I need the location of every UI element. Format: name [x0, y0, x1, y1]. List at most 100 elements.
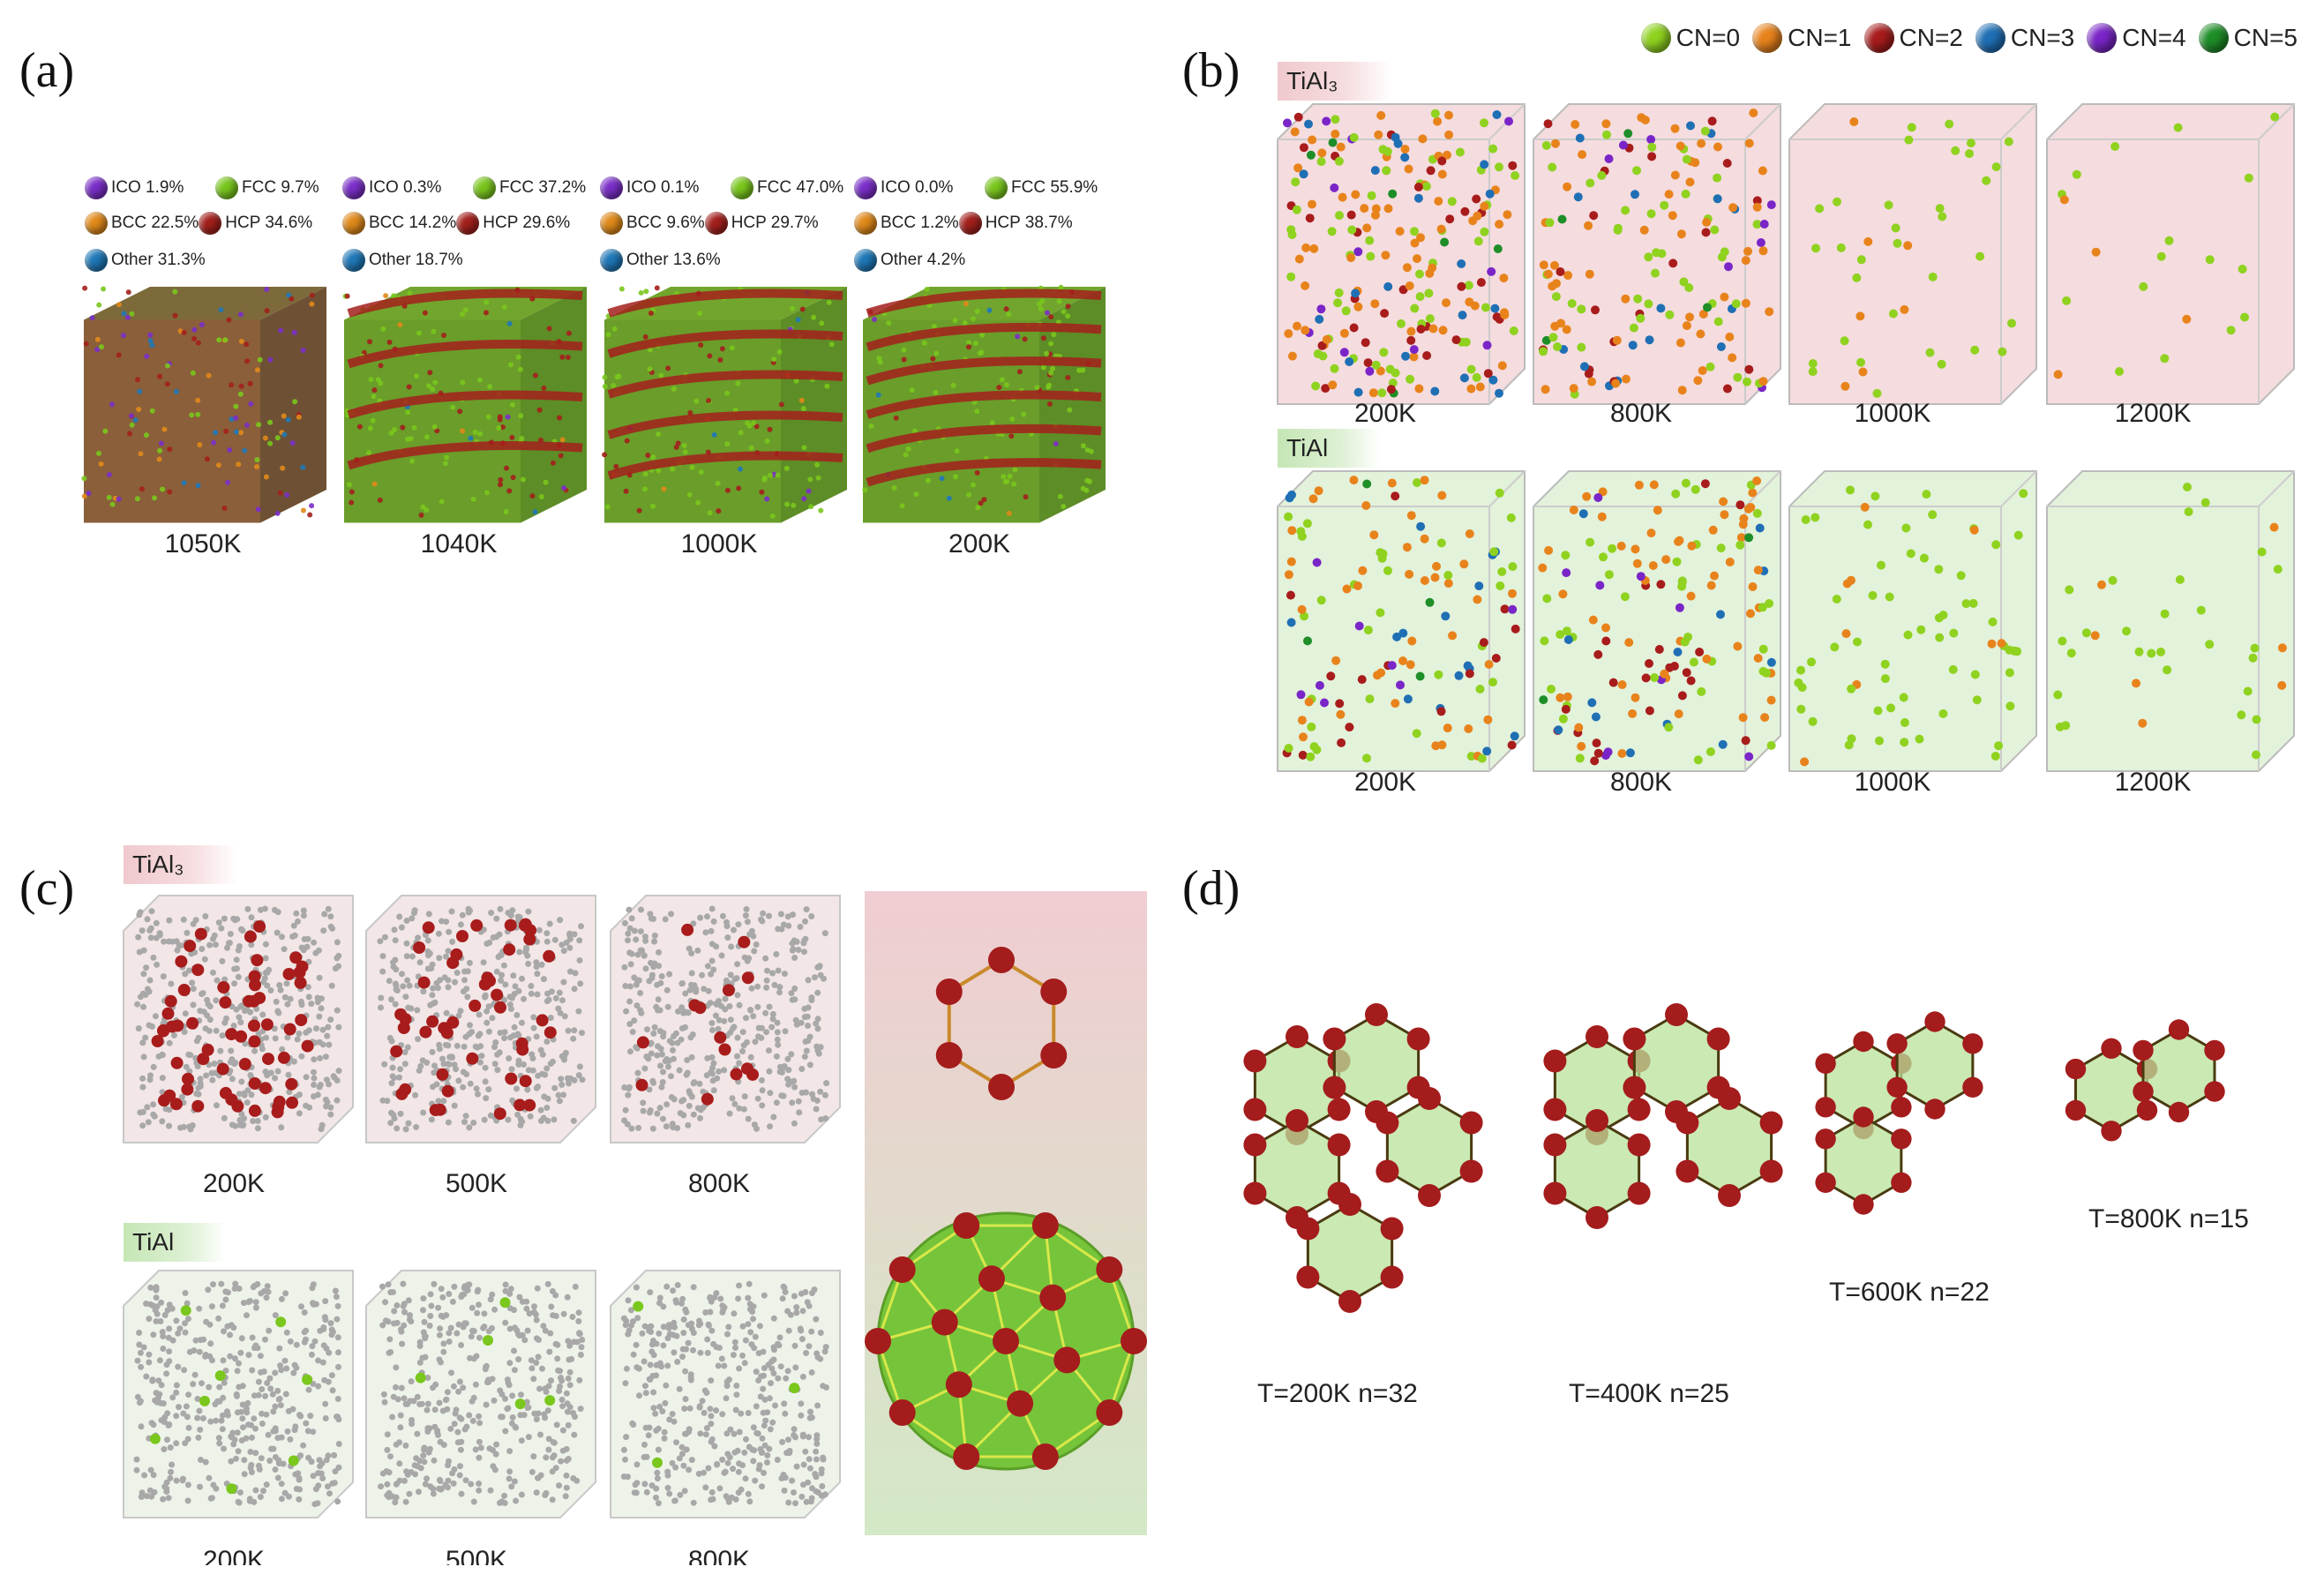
atom	[134, 496, 140, 502]
atom	[1371, 360, 1381, 370]
atom	[1508, 161, 1518, 170]
atom	[1406, 335, 1416, 345]
grey-atom	[248, 1091, 255, 1098]
grey-atom	[135, 933, 142, 941]
atom	[989, 420, 995, 426]
atom	[1365, 366, 1375, 376]
atom	[431, 424, 438, 430]
atom	[1849, 117, 1859, 126]
atom	[673, 444, 679, 450]
ring-atom	[1323, 1027, 1346, 1051]
grey-atom	[274, 1008, 281, 1015]
atom	[432, 379, 439, 386]
grey-atom	[221, 976, 229, 983]
atom	[1361, 501, 1371, 510]
box-face	[1277, 103, 1526, 405]
atom	[102, 428, 109, 434]
atom	[1671, 489, 1681, 499]
atom	[1504, 116, 1513, 126]
atom	[761, 476, 768, 483]
hcp-sphere-icon	[958, 212, 982, 235]
grey-atom	[405, 1120, 412, 1127]
atom	[264, 287, 270, 292]
cn-legend-item: CN=0	[1640, 23, 1740, 53]
atom	[1563, 182, 1572, 191]
atom	[1673, 648, 1683, 656]
atom	[1351, 289, 1361, 298]
atom	[1556, 630, 1565, 640]
atom	[1611, 379, 1621, 388]
atom	[1341, 306, 1351, 316]
atom	[642, 486, 648, 492]
atom	[254, 464, 259, 469]
temp-label: 1200K	[2114, 399, 2192, 428]
ring-atom	[2204, 1081, 2225, 1102]
box-face	[1277, 470, 1526, 772]
atom	[1796, 704, 1806, 714]
atom	[124, 314, 131, 320]
atom	[1855, 311, 1865, 321]
atom	[650, 454, 656, 461]
tag-tial3-b: TiAl₃	[1278, 62, 1391, 101]
ico-label: ICO 0.1%	[626, 178, 700, 197]
ring-atom	[1243, 1181, 1267, 1205]
atom	[255, 506, 261, 513]
atom	[1563, 692, 1572, 701]
atom	[1420, 534, 1429, 544]
atom	[2200, 498, 2210, 507]
atom	[1316, 157, 1326, 167]
atom	[2160, 354, 2170, 364]
atom	[218, 307, 224, 313]
atom	[1760, 713, 1770, 723]
atom	[1716, 342, 1726, 351]
bcc-sphere-icon	[854, 212, 877, 235]
atom	[1975, 251, 1985, 261]
atom	[1720, 510, 1729, 520]
atom	[1383, 281, 1393, 291]
atom	[89, 315, 95, 321]
atom	[1412, 729, 1421, 739]
atom	[2059, 195, 2069, 205]
grey-atom	[264, 1072, 271, 1079]
atom	[1584, 221, 1593, 230]
atom	[1800, 757, 1810, 767]
atom	[1287, 230, 1297, 239]
atom	[504, 465, 509, 471]
atom	[1483, 715, 1493, 724]
atom	[724, 390, 731, 396]
atom	[1718, 739, 1728, 749]
atom	[2237, 710, 2246, 720]
atom	[1660, 200, 1669, 210]
bcc-sphere-icon	[600, 212, 623, 235]
cn-label: CN=5	[2233, 24, 2298, 51]
atom	[1437, 491, 1447, 500]
cube-side-face	[260, 287, 326, 523]
atom	[1371, 204, 1381, 214]
atom	[1363, 626, 1373, 635]
hexagonal-ring	[1385, 1097, 1473, 1197]
atom	[1660, 669, 1669, 679]
atom	[602, 374, 608, 380]
atom	[1455, 147, 1465, 157]
atom	[238, 430, 244, 436]
atom	[2058, 636, 2067, 646]
atom	[1877, 560, 1885, 570]
atom	[1464, 281, 1473, 290]
ring-atom	[277, 1051, 290, 1064]
atom	[1743, 246, 1752, 256]
atom	[368, 377, 374, 383]
atom	[675, 440, 681, 446]
atom	[1698, 310, 1708, 319]
grey-atom	[484, 1008, 491, 1015]
atom	[216, 337, 222, 343]
atom	[1631, 190, 1639, 199]
atom	[149, 408, 155, 414]
atom	[1488, 678, 1497, 687]
panel-label-a: (a)	[19, 43, 75, 98]
atom	[2182, 314, 2192, 324]
atom	[2205, 640, 2215, 649]
atom	[1422, 351, 1432, 360]
atom	[784, 501, 790, 507]
atom	[1396, 680, 1405, 690]
grey-atom	[174, 947, 181, 954]
